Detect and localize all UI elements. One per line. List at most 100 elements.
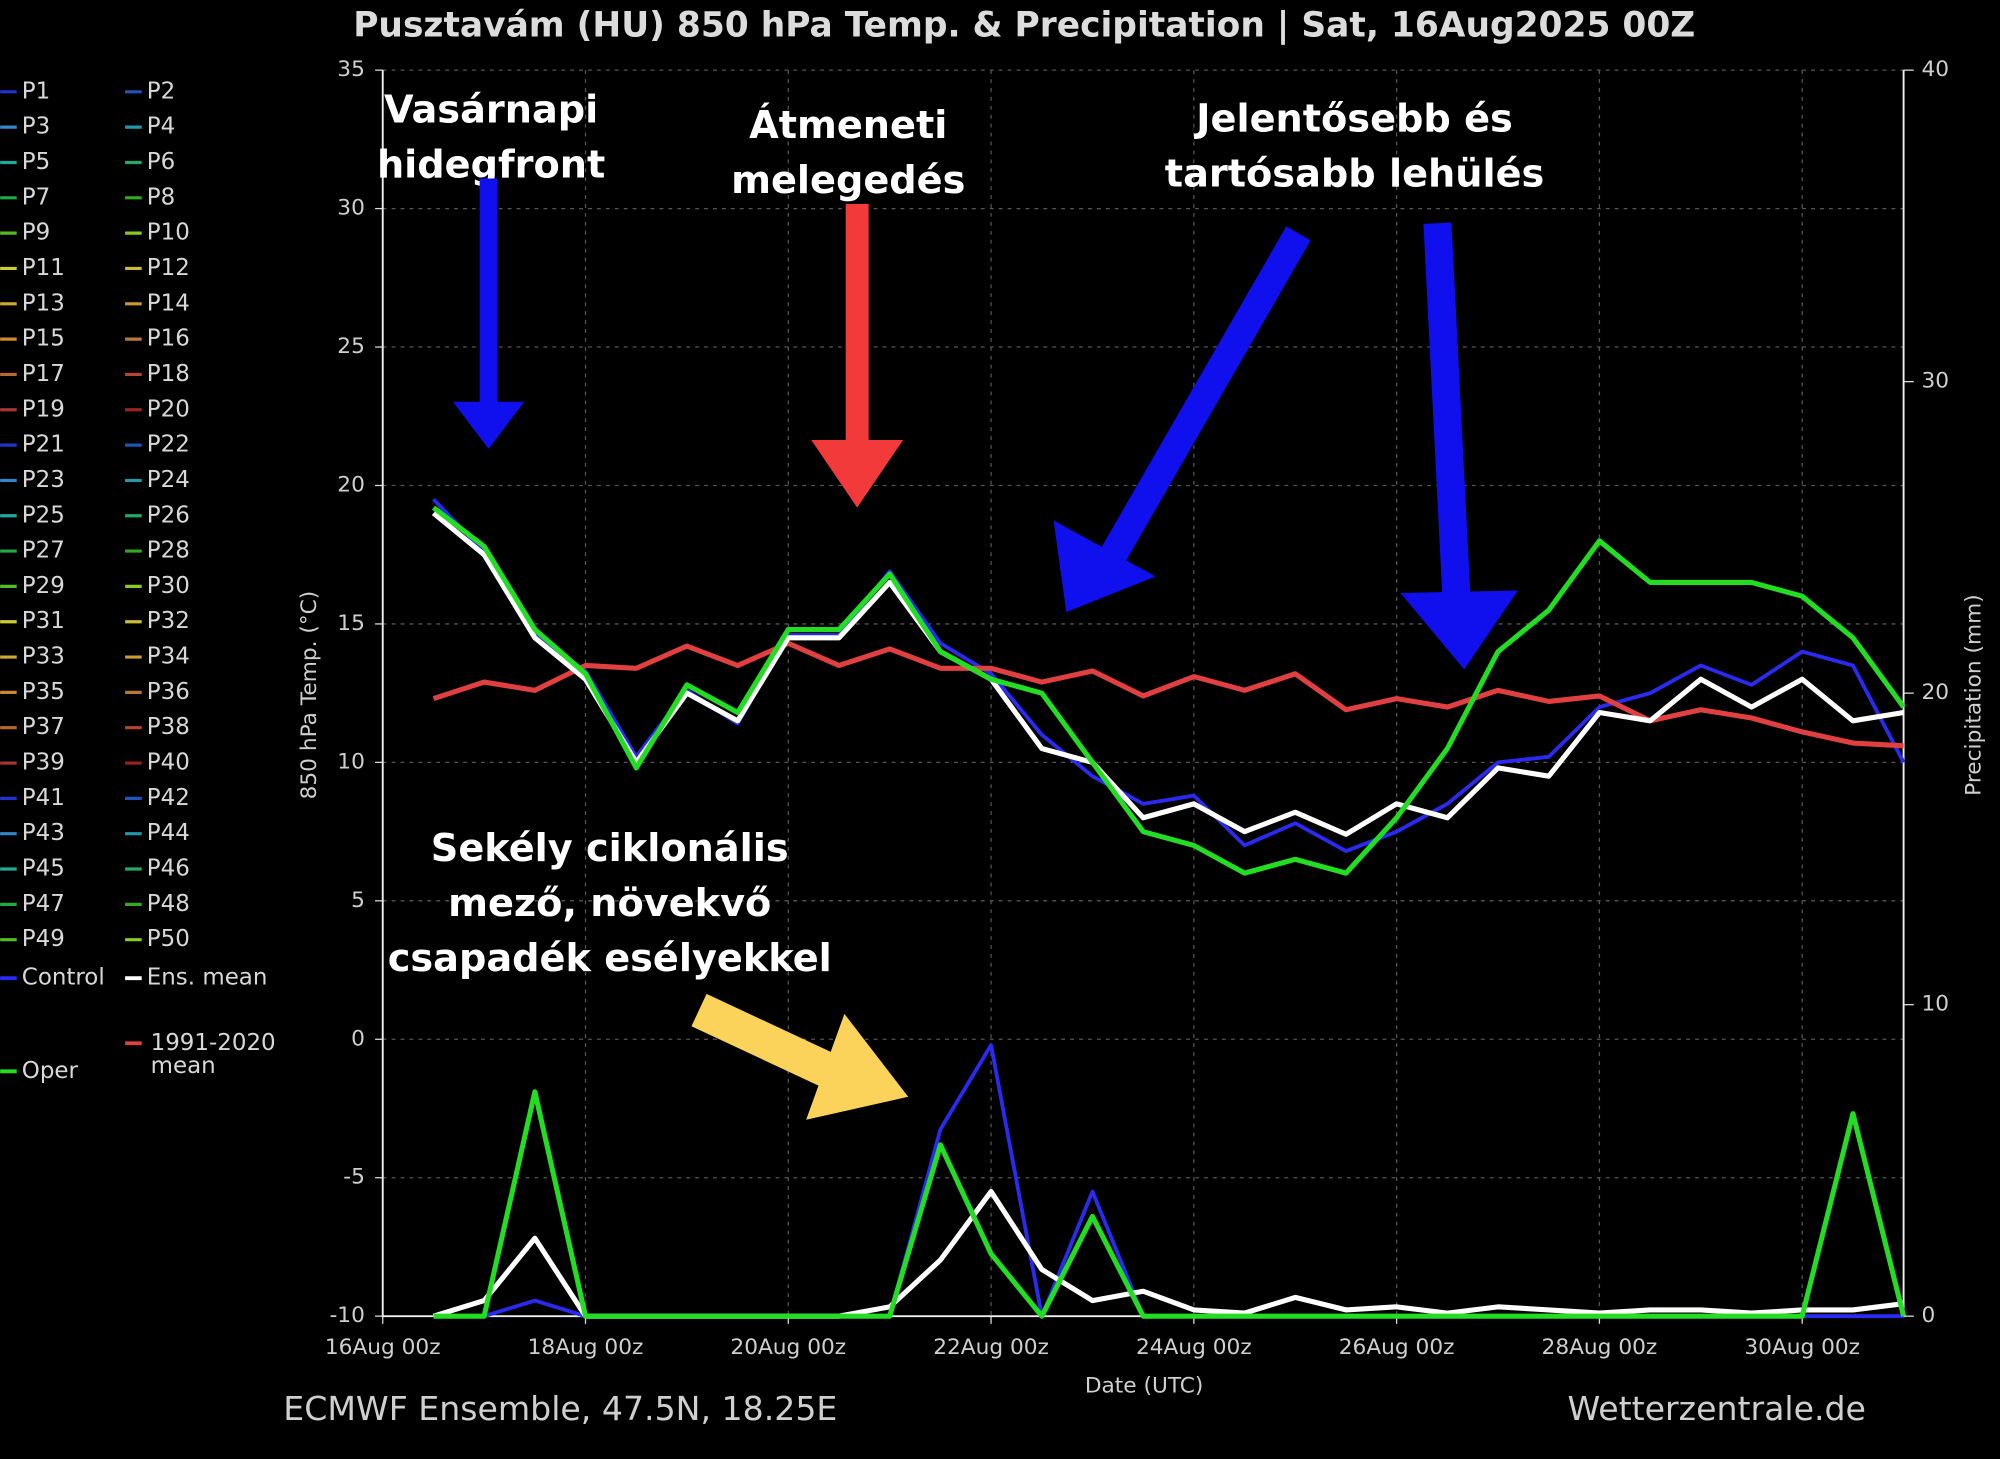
legend-label: Control (22, 965, 105, 991)
annotation: mező, növekvő (448, 881, 771, 926)
y-tick-label: 20 (337, 472, 365, 497)
y-tick-label: 10 (337, 749, 365, 774)
legend: P1 P2 P3 P4 P5 P6 P7 P8 P9 P10 P11 P12 P13 P14 P15 P16 P… (0, 78, 276, 1084)
y2-tick-label: 20 (1921, 680, 1949, 705)
legend-label: P28 (147, 538, 190, 564)
arrow-head (811, 439, 904, 508)
legend-label: P4 (147, 114, 175, 140)
legend-label: P41 (22, 785, 65, 811)
temperature-line (431, 505, 1906, 876)
legend-label: P40 (147, 750, 190, 776)
legend-label: P9 (22, 220, 50, 246)
arrow (1097, 226, 1311, 569)
x-tick-label: 24Aug 00z (1136, 1335, 1252, 1360)
arrow-head (1400, 590, 1518, 670)
x-tick-label: 18Aug 00z (528, 1335, 644, 1360)
chart-title: Pusztavám (HU) 850 hPa Temp. & Precipita… (353, 5, 1695, 45)
legend-label: 1991-2020 mean (151, 1030, 276, 1079)
legend-label: P24 (147, 467, 190, 493)
temperature-line (432, 640, 1904, 749)
y-tick-label: 0 (351, 1026, 365, 1051)
legend-label: P19 (22, 396, 65, 422)
y-tick-label: 25 (337, 334, 365, 359)
legend-label: P3 (22, 114, 50, 140)
legend-label: P21 (22, 432, 65, 458)
plot-area: -10 -5 0 5 10 15 20 25 30 35 0 10 20 30 40 16Aug 00z 18A… (325, 57, 1949, 1360)
annotation: tartósabb lehülés (1165, 151, 1545, 196)
x-tick-label: 20Aug 00z (730, 1335, 846, 1360)
y-tick-label: 15 (337, 611, 365, 636)
arrow-head (452, 401, 525, 449)
legend-label: P8 (147, 184, 175, 210)
source-left: ECMWF Ensemble, 47.5N, 18.25E (283, 1389, 837, 1428)
legend-label: Ens. mean (147, 965, 268, 991)
legend-label: P50 (147, 926, 190, 952)
annotation: Vasárnapi (384, 88, 598, 133)
x-tick-label: 26Aug 00z (1339, 1335, 1455, 1360)
legend-label: P5 (22, 149, 50, 175)
annotation: Sekély ciklonális (431, 826, 789, 871)
legend-label: P10 (147, 220, 190, 246)
legend-label: P11 (22, 255, 65, 281)
legend-label: P15 (22, 326, 65, 352)
x-axis-label: Date (UTC) (1085, 1373, 1204, 1398)
y2-axis-label: Precipitation (mm) (1961, 594, 1986, 795)
arrow (1423, 222, 1471, 601)
annotation: melegedés (731, 158, 965, 203)
legend-label: P29 (22, 573, 65, 599)
y2-tick-label: 0 (1921, 1303, 1935, 1328)
legend-label: P27 (22, 538, 65, 564)
legend-label: P42 (147, 785, 190, 811)
legend-label: P32 (147, 608, 190, 634)
legend-label: P22 (147, 432, 190, 458)
legend-label: P26 (147, 502, 190, 528)
legend-label: P37 (22, 714, 65, 740)
legend-label: P17 (22, 361, 65, 387)
legend-label: Oper (22, 1058, 79, 1084)
x-tick-label: 30Aug 00z (1744, 1335, 1860, 1360)
legend-label: P44 (147, 820, 190, 846)
y-tick-label: -5 (343, 1165, 365, 1190)
legend-label: P30 (147, 573, 190, 599)
x-tick-label: 16Aug 00z (325, 1335, 441, 1360)
legend-label: P23 (22, 467, 65, 493)
y-tick-label: 5 (351, 888, 365, 913)
arrows (452, 178, 1518, 1120)
legend-label: P46 (147, 856, 190, 882)
y2-tick-label: 10 (1921, 992, 1949, 1017)
annotation: Átmeneti (749, 101, 947, 148)
y-tick-label: -10 (329, 1303, 364, 1328)
legend-label: P35 (22, 679, 65, 705)
legend-label: P16 (147, 326, 190, 352)
temperature-line (431, 511, 1904, 837)
legend-label: P1 (22, 78, 50, 104)
legend-label: P25 (22, 502, 65, 528)
y-tick-label: 30 (337, 196, 365, 221)
legend-label: P43 (22, 820, 65, 846)
legend-label: P45 (22, 856, 65, 882)
legend-label: P18 (147, 361, 190, 387)
y2-tick-label: 30 (1921, 369, 1949, 394)
y2-tick-label: 40 (1921, 57, 1949, 82)
legend-label: P39 (22, 750, 65, 776)
legend-label: P48 (147, 891, 190, 917)
precipitation-line (433, 1089, 1907, 1319)
x-tick-label: 28Aug 00z (1542, 1335, 1658, 1360)
arrow-head (1053, 520, 1156, 613)
arrow (691, 993, 844, 1091)
legend-label: P47 (22, 891, 65, 917)
x-tick-label: 22Aug 00z (933, 1335, 1049, 1360)
legend-label: P7 (22, 184, 50, 210)
legend-label: P38 (147, 714, 190, 740)
arrow-head (806, 1013, 909, 1120)
legend-label: P34 (147, 644, 190, 670)
y-axis-label: 850 hPa Temp. (°C) (297, 591, 322, 800)
legend-label: P20 (147, 396, 190, 422)
legend-label: P31 (22, 608, 65, 634)
y-tick-label: 35 (337, 57, 365, 82)
annotation: Jelentősebb és (1193, 97, 1513, 142)
source-right: Wetterzentrale.de (1567, 1389, 1866, 1428)
legend-label: P36 (147, 679, 190, 705)
